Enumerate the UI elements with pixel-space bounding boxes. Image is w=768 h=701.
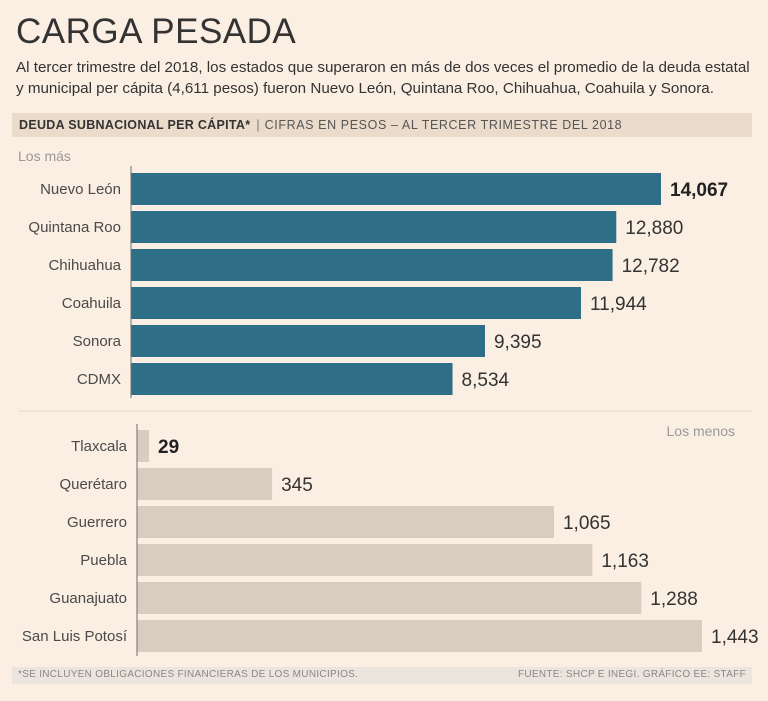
bar-1-5 <box>137 620 702 652</box>
page-title: CARGA PESADA <box>16 12 297 51</box>
value-label: 1,065 <box>563 513 611 534</box>
category-label: CDMX <box>77 371 121 388</box>
value-label: 9,395 <box>494 332 542 353</box>
value-label: 11,944 <box>590 294 647 315</box>
bar-1-2 <box>137 506 554 538</box>
category-label: Querétaro <box>59 476 127 493</box>
chart-header-band: DEUDA SUBNACIONAL PER CÁPITA* | CIFRAS E… <box>12 113 752 137</box>
chart-title: DEUDA SUBNACIONAL PER CÁPITA* <box>19 118 251 132</box>
footnote: *SE INCLUYEN OBLIGACIONES FINANCIERAS DE… <box>18 669 359 680</box>
bar-1-4 <box>137 582 642 614</box>
category-label: Puebla <box>80 552 127 569</box>
category-label: San Luis Potosí <box>22 628 128 645</box>
footer-band: *SE INCLUYEN OBLIGACIONES FINANCIERAS DE… <box>12 667 752 684</box>
source-credit: FUENTE: SHCP E INEGI. GRÁFICO EE: STAFF <box>517 669 746 680</box>
category-label: Tlaxcala <box>71 438 128 455</box>
value-label: 1,443 <box>711 627 759 648</box>
value-label: 8,534 <box>462 370 510 391</box>
bar-1-3 <box>137 544 593 576</box>
value-label: 14,067 <box>670 180 728 201</box>
category-label: Sonora <box>73 333 122 350</box>
value-label: 12,880 <box>625 218 683 239</box>
bar-0-3 <box>131 287 582 319</box>
group-label: Los menos <box>667 423 735 439</box>
bar-0-0 <box>131 173 661 205</box>
category-label: Guanajuato <box>49 590 127 607</box>
category-label: Nuevo León <box>40 181 121 198</box>
bar-0-1 <box>131 211 617 243</box>
value-label: 12,782 <box>622 256 680 277</box>
group-label: Los más <box>18 148 71 164</box>
bar-1-1 <box>137 468 273 500</box>
chart-units-note: CIFRAS EN PESOS – AL TERCER TRIMESTRE DE… <box>264 118 623 132</box>
value-label: 345 <box>281 475 313 496</box>
bar-0-5 <box>131 363 453 395</box>
bar-0-4 <box>131 325 485 357</box>
category-label: Chihuahua <box>48 257 121 274</box>
bar-1-0 <box>137 430 149 462</box>
category-label: Guerrero <box>67 514 127 531</box>
value-label: 1,288 <box>650 589 698 610</box>
category-label: Coahuila <box>62 295 122 312</box>
bar-0-2 <box>131 249 613 281</box>
category-label: Quintana Roo <box>28 219 121 236</box>
value-label: 1,163 <box>601 551 649 572</box>
band-separator: | <box>256 118 260 132</box>
page-subtitle: Al tercer trimestre del 2018, los estado… <box>16 59 750 97</box>
value-label: 29 <box>158 437 179 458</box>
